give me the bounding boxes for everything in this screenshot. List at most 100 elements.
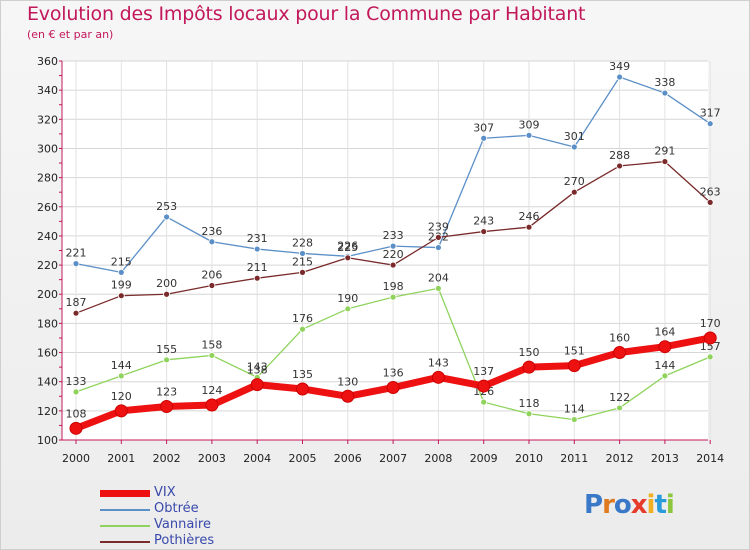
data-label-vannaire: 118 <box>519 397 540 410</box>
data-point-vannaire <box>163 356 171 364</box>
y-tick-label: 340 <box>37 84 58 97</box>
data-point-pothieres <box>208 282 216 289</box>
legend-swatch-pothieres <box>100 541 150 543</box>
legend-item-pothieres: Pothières <box>100 533 300 549</box>
x-tick-label: 2001 <box>107 452 135 465</box>
data-label-vix: 143 <box>428 356 449 369</box>
data-label-obtree: 236 <box>201 225 222 238</box>
data-point-vannaire <box>525 410 533 418</box>
x-tick-label: 2007 <box>379 452 407 465</box>
data-point-vannaire <box>661 372 669 380</box>
data-label-obtree: 301 <box>564 130 585 143</box>
x-tick-label: 2011 <box>560 452 588 465</box>
plot-area <box>62 61 708 440</box>
data-label-vix: 108 <box>66 407 87 420</box>
data-label-vannaire: 155 <box>156 343 177 356</box>
x-tick-label: 2003 <box>198 452 226 465</box>
data-point-vannaire <box>616 404 623 412</box>
data-label-pothieres: 263 <box>700 185 721 198</box>
x-tick-label: 2002 <box>153 452 181 465</box>
data-label-pothieres: 239 <box>428 220 449 233</box>
data-point-vix <box>386 381 400 395</box>
data-point-vix <box>477 379 491 393</box>
data-label-pothieres: 199 <box>111 279 132 292</box>
data-label-obtree: 338 <box>654 76 675 89</box>
data-point-obtree <box>72 260 80 268</box>
legend-label-vix: VIX <box>154 485 176 500</box>
data-point-obtree <box>616 73 623 81</box>
data-label-vix: 164 <box>654 326 675 339</box>
data-point-vix <box>160 399 174 413</box>
data-label-vix: 150 <box>519 346 540 359</box>
data-label-vannaire: 144 <box>111 359 132 372</box>
data-label-pothieres: 220 <box>383 248 404 261</box>
data-label-vannaire: 176 <box>292 312 313 325</box>
data-point-obtree <box>570 143 578 151</box>
data-label-vix: 151 <box>564 345 585 358</box>
y-tick-label: 160 <box>37 347 58 360</box>
legend-item-obtree: Obtrée <box>100 501 300 517</box>
data-label-vannaire: 158 <box>201 338 222 351</box>
data-label-pothieres: 225 <box>337 241 358 254</box>
x-tick-label: 2006 <box>334 452 362 465</box>
data-point-vix <box>567 359 581 373</box>
legend-swatch-vannaire <box>100 525 150 527</box>
data-point-vannaire <box>208 352 216 359</box>
data-label-obtree: 215 <box>111 255 132 268</box>
data-label-obtree: 231 <box>247 232 268 245</box>
data-point-pothieres <box>72 309 80 317</box>
data-point-vix <box>703 331 717 345</box>
data-label-obtree: 307 <box>473 121 494 134</box>
data-point-pothieres <box>480 228 488 235</box>
data-point-vix <box>341 389 355 403</box>
data-label-vix: 135 <box>292 368 313 381</box>
data-label-vannaire: 114 <box>564 403 585 416</box>
data-point-vannaire <box>299 325 306 333</box>
legend: VIX Obtrée Vannaire Pothières <box>100 485 300 549</box>
data-label-obtree: 221 <box>66 247 87 260</box>
y-tick-label: 360 <box>37 55 58 68</box>
data-point-vix <box>613 346 627 360</box>
data-point-pothieres <box>344 254 352 262</box>
data-point-vix <box>296 382 309 396</box>
legend-swatch-vix <box>100 490 150 497</box>
data-label-pothieres: 211 <box>247 261 268 274</box>
data-label-pothieres: 187 <box>66 296 87 309</box>
data-point-vix <box>250 378 264 392</box>
data-label-vannaire: 143 <box>247 360 268 373</box>
data-point-pothieres <box>570 188 578 196</box>
data-point-vix <box>114 404 128 418</box>
data-point-pothieres <box>525 223 533 231</box>
data-point-pothieres <box>434 233 442 241</box>
data-label-vannaire: 190 <box>337 292 358 305</box>
data-label-obtree: 317 <box>700 107 721 120</box>
data-point-pothieres <box>616 162 623 170</box>
data-point-vix <box>431 370 445 384</box>
data-point-pothieres <box>299 268 306 276</box>
data-point-vannaire <box>706 353 714 361</box>
data-point-vix <box>69 421 83 435</box>
data-point-pothieres <box>253 274 261 282</box>
data-point-vannaire <box>72 388 80 396</box>
y-tick-label: 240 <box>37 230 58 243</box>
x-tick-label: 2000 <box>62 452 90 465</box>
data-label-vix: 160 <box>609 332 630 345</box>
data-label-obtree: 226 <box>337 239 358 252</box>
data-point-obtree <box>253 245 261 253</box>
data-point-vix <box>522 360 536 374</box>
legend-item-vannaire: Vannaire <box>100 517 300 533</box>
y-tick-label: 200 <box>37 288 58 301</box>
data-label-vix: 136 <box>383 367 404 380</box>
data-point-obtree <box>434 244 442 251</box>
x-tick-label: 2004 <box>243 452 271 465</box>
data-label-vannaire: 198 <box>383 280 404 293</box>
data-point-vannaire <box>344 305 352 313</box>
legend-label-vannaire: Vannaire <box>154 517 211 532</box>
data-label-pothieres: 291 <box>654 145 675 158</box>
legend-swatch-obtree <box>100 509 150 511</box>
x-tick-label: 2014 <box>696 452 724 465</box>
x-tick-label: 2005 <box>289 452 317 465</box>
data-label-pothieres: 270 <box>564 175 585 188</box>
data-label-pothieres: 243 <box>473 215 494 228</box>
